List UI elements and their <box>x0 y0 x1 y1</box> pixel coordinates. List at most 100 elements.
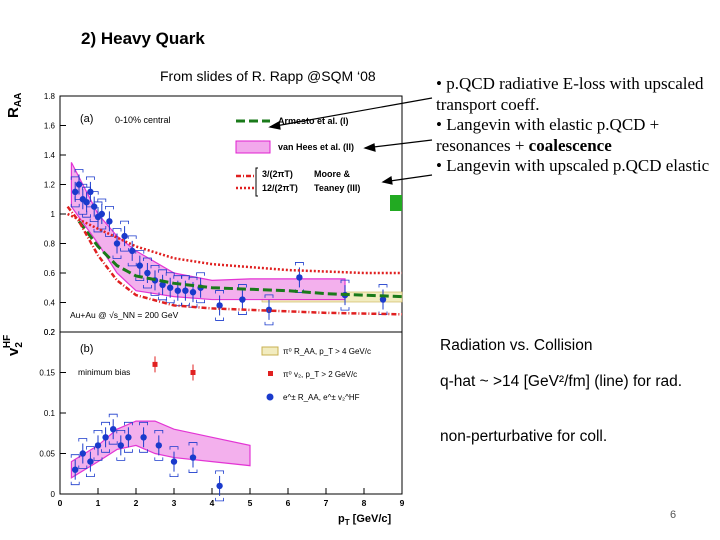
legend-label-electron: e^± R_AA, e^± v₂^HF <box>283 393 360 402</box>
curve-3-2-t- <box>66 205 403 316</box>
electron-syst-bracket <box>112 228 122 259</box>
electron-syst-bracket <box>154 430 164 461</box>
page-number: 6 <box>670 509 677 521</box>
bottom-panel-frame <box>59 331 403 495</box>
electron-point <box>102 434 109 441</box>
electron-syst-bracket <box>188 442 198 473</box>
arrow-line <box>364 139 433 149</box>
electron-point <box>87 458 94 465</box>
y-tick-label: 0 <box>51 490 56 499</box>
electron-point <box>106 218 113 225</box>
electron-point <box>159 281 166 288</box>
top-ylabel: RAA <box>5 93 24 118</box>
vanhees-band <box>70 162 346 301</box>
legend-label-3-2pit: 3/(2πT) <box>262 169 293 179</box>
electron-point <box>239 296 246 303</box>
electron-syst-bracket <box>108 413 118 445</box>
legend-label-teaney: Teaney (III) <box>314 183 360 193</box>
electron-syst-bracket <box>196 272 205 304</box>
y-tick-label: 0.6 <box>44 269 56 278</box>
source-credit: From slides of R. Rapp @SQM ‘08 <box>160 68 376 84</box>
bottom-panel-label: (b) <box>80 343 93 355</box>
legend-swatch-electron <box>266 393 274 401</box>
system-label: Au+Au @ √s_NN = 200 GeV <box>70 310 179 320</box>
curve-12-2-t- <box>67 212 402 275</box>
electron-point <box>140 434 147 441</box>
electron-point <box>110 426 117 433</box>
electron-syst-bracket <box>93 430 103 461</box>
x-tick-label: 7 <box>324 498 329 508</box>
nonpert-note: non-perturbative for coll. <box>440 428 608 445</box>
slide-title: 2) Heavy Quark <box>81 29 205 48</box>
x-tick-label: 4 <box>210 498 215 508</box>
electron-point <box>136 262 143 269</box>
electron-syst-bracket <box>264 294 274 326</box>
annotation-arrows <box>268 97 433 185</box>
electron-syst-bracket <box>169 446 179 477</box>
electron-syst-bracket <box>70 454 80 486</box>
electron-point <box>113 240 121 247</box>
arrow-head <box>381 176 393 185</box>
bullet-item: • Langevin with upscaled p.QCD elastic <box>436 156 716 177</box>
bottom-ylabel: v2HF <box>2 335 25 356</box>
arrow-line <box>269 97 433 128</box>
electron-point <box>167 284 174 291</box>
electron-syst-bracket <box>143 257 152 289</box>
y-tick-label: 0.4 <box>44 299 56 308</box>
electron-syst-bracket <box>101 421 110 453</box>
electron-point <box>379 296 387 303</box>
legend-label-pi0-v2: π⁰ v₂, p_T > 2 GeV/c <box>283 370 357 379</box>
y-tick-label: 0.2 <box>44 328 56 337</box>
electron-point <box>72 466 79 473</box>
electron-syst-bracket <box>124 421 133 453</box>
centrality-label: 0-10% central <box>115 115 171 125</box>
y-tick-label: 1.4 <box>44 151 56 160</box>
electron-syst-bracket <box>340 279 350 311</box>
y-tick-label: 0.05 <box>39 450 55 459</box>
x-axis-label: pT [GeV/c] <box>338 513 392 527</box>
y-tick-label: 1.2 <box>44 181 56 190</box>
electron-point <box>91 203 98 210</box>
electron-point <box>216 302 223 309</box>
bullet-item: • p.QCD radiative E-loss with upscaled t… <box>436 74 716 115</box>
y-tick-label: 1.8 <box>44 92 56 101</box>
bullet-text: • Langevin with elastic p.QCD + resonanc… <box>436 115 660 155</box>
electron-point <box>79 450 87 457</box>
x-tick-label: 6 <box>286 498 291 508</box>
x-tick-label: 8 <box>362 498 367 508</box>
curve-armesto-et-al-i- <box>77 220 403 299</box>
electron-syst-bracket <box>120 220 129 252</box>
legend-label-armesto: Armesto et al. (I) <box>278 116 349 126</box>
electron-point <box>144 269 151 277</box>
x-tick-label: 3 <box>172 498 177 508</box>
top-plot-area: 0.2 0.4 0.6 0.8 1 1.2 1.4 1.6 1.8 <box>44 92 403 337</box>
y-tick-label: 0.8 <box>44 240 56 249</box>
electron-syst-bracket <box>78 438 88 469</box>
x-tick-label: 2 <box>134 498 139 508</box>
x-tick-label: 1 <box>96 498 101 508</box>
electron-syst-bracket <box>150 264 160 296</box>
pi0-v2-point <box>152 361 158 367</box>
bottom-plot-area: 0 0.05 0.1 0.15 0.2 0 1 2 3 4 5 6 7 8 9 <box>39 328 404 508</box>
electron-syst-bracket <box>215 290 224 321</box>
legend-swatch-pi0-v2 <box>268 371 273 376</box>
minbias-label: minimum bias <box>78 367 130 377</box>
electron-syst-bracket <box>165 272 175 304</box>
electron-point <box>98 210 106 218</box>
electron-point <box>182 287 189 294</box>
electron-syst-bracket <box>135 250 145 282</box>
bottom-legend: π⁰ R_AA, p_T > 4 GeV/c π⁰ v₂, p_T > 2 Ge… <box>261 346 371 402</box>
electron-point <box>125 434 132 441</box>
electron-point <box>83 199 90 206</box>
electron-point <box>121 232 128 240</box>
y-tick-label: 0.15 <box>39 369 55 378</box>
norm-box <box>390 195 402 211</box>
electron-syst-bracket <box>158 269 167 301</box>
legend-swatch-pi0-raa <box>261 346 279 356</box>
top-panel-label: (a) <box>80 113 93 125</box>
electron-point <box>94 442 102 449</box>
vanhees-band <box>70 420 251 479</box>
legend-label-12-2pit: 12/(2πT) <box>262 183 298 193</box>
radiation-vs-collision: Radiation vs. Collision <box>440 337 593 354</box>
bullet-text: • p.QCD radiative E-loss with upscaled t… <box>436 74 704 114</box>
